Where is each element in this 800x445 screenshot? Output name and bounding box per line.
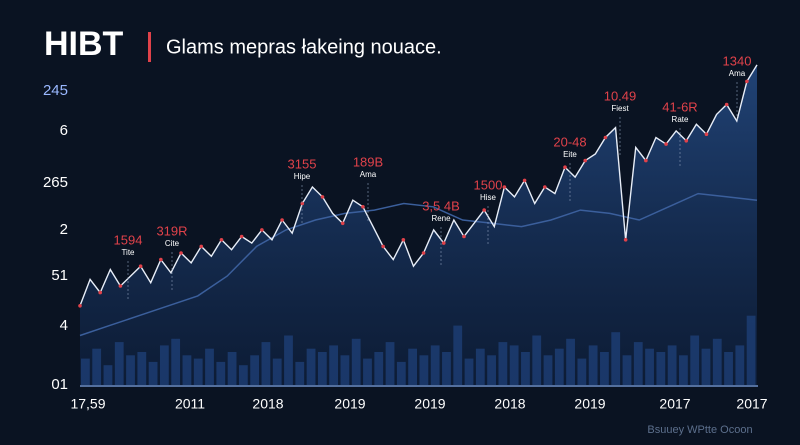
chart-subtitle: Glams mepras łakeing nouace. <box>166 36 442 58</box>
separator <box>148 32 151 62</box>
price-dot <box>684 139 689 143</box>
price-dot <box>724 102 729 107</box>
price-dot <box>543 185 547 189</box>
price-dot <box>745 79 749 84</box>
y-label: 01 <box>51 376 68 393</box>
y-label: 245 <box>43 82 68 99</box>
price-dot <box>502 185 507 189</box>
annotation-title: 1500 <box>474 177 503 192</box>
y-label: 4 <box>60 317 68 334</box>
x-label: 2011 <box>175 396 205 412</box>
price-dot <box>644 158 648 163</box>
price-area <box>80 64 757 386</box>
price-dot <box>563 165 567 169</box>
annotation-subtitle: Rate <box>672 115 689 124</box>
price-dot <box>381 244 385 249</box>
x-label: 17,59 <box>70 396 105 412</box>
price-dot <box>482 208 486 212</box>
annotation-subtitle: Ama <box>360 170 377 179</box>
y-label: 2 <box>60 221 68 238</box>
x-label: 2018 <box>494 396 525 412</box>
price-line <box>79 64 758 307</box>
price-dot <box>199 244 204 249</box>
y-label: 51 <box>51 267 68 284</box>
annotation-subtitle: Cite <box>165 239 180 248</box>
price-dot <box>583 158 588 163</box>
annotation-title: 20-48 <box>553 134 586 149</box>
price-dot <box>441 241 446 245</box>
annotation-title: 1340 <box>723 53 752 68</box>
x-label: 2019 <box>574 396 605 412</box>
price-dot <box>664 142 668 146</box>
y-label: 265 <box>43 174 68 191</box>
price-dot <box>98 290 103 295</box>
price-dot <box>320 195 325 199</box>
annotation-title: 3155 <box>288 156 317 171</box>
price-dot <box>138 264 143 269</box>
price-dot <box>401 238 406 242</box>
price-dot <box>239 234 244 239</box>
annotation-title: 1594 <box>114 232 143 247</box>
x-label: 2018 <box>252 396 283 412</box>
x-label: 2017 <box>659 396 690 412</box>
annotation-subtitle: Fiest <box>611 104 629 113</box>
annotation-title: 189B <box>353 154 383 169</box>
price-dot <box>179 251 183 255</box>
price-dot <box>280 218 284 222</box>
price-dot <box>704 132 709 136</box>
annotation-subtitle: Tite <box>121 248 135 257</box>
annotation-subtitle: Hise <box>480 193 497 202</box>
x-label: 2019 <box>334 396 365 412</box>
x-label: 2017 <box>736 396 767 412</box>
annotation-title: 10.49 <box>604 88 637 103</box>
price-dot <box>421 251 426 255</box>
price-dot <box>603 135 608 140</box>
annotation-title: 3,5 4B <box>422 198 460 213</box>
price-dot <box>118 284 123 288</box>
price-dot <box>522 178 527 183</box>
annotation-subtitle: Eite <box>563 150 577 159</box>
x-label: 2019 <box>414 396 445 412</box>
price-dot <box>361 205 365 209</box>
price-dot <box>462 234 466 239</box>
price-dot <box>78 304 82 308</box>
annotation-subtitle: Ama <box>729 69 746 78</box>
price-dot <box>219 238 224 242</box>
chart-title: HIBT <box>44 25 124 63</box>
price-dot <box>340 221 345 226</box>
price-dot <box>159 257 163 262</box>
y-label: 6 <box>60 122 68 139</box>
watermark: Bsuuey WPtte Ocoon <box>647 424 752 436</box>
price-dot <box>300 201 305 206</box>
annotation-subtitle: Rene <box>431 214 451 223</box>
annotation-subtitle: Hipe <box>294 172 311 181</box>
price-dot <box>260 228 264 232</box>
trend-line <box>79 192 758 337</box>
price-dot <box>623 238 628 242</box>
annotation-title: 41-6R <box>662 99 697 114</box>
annotation-title: 319R <box>156 223 187 238</box>
